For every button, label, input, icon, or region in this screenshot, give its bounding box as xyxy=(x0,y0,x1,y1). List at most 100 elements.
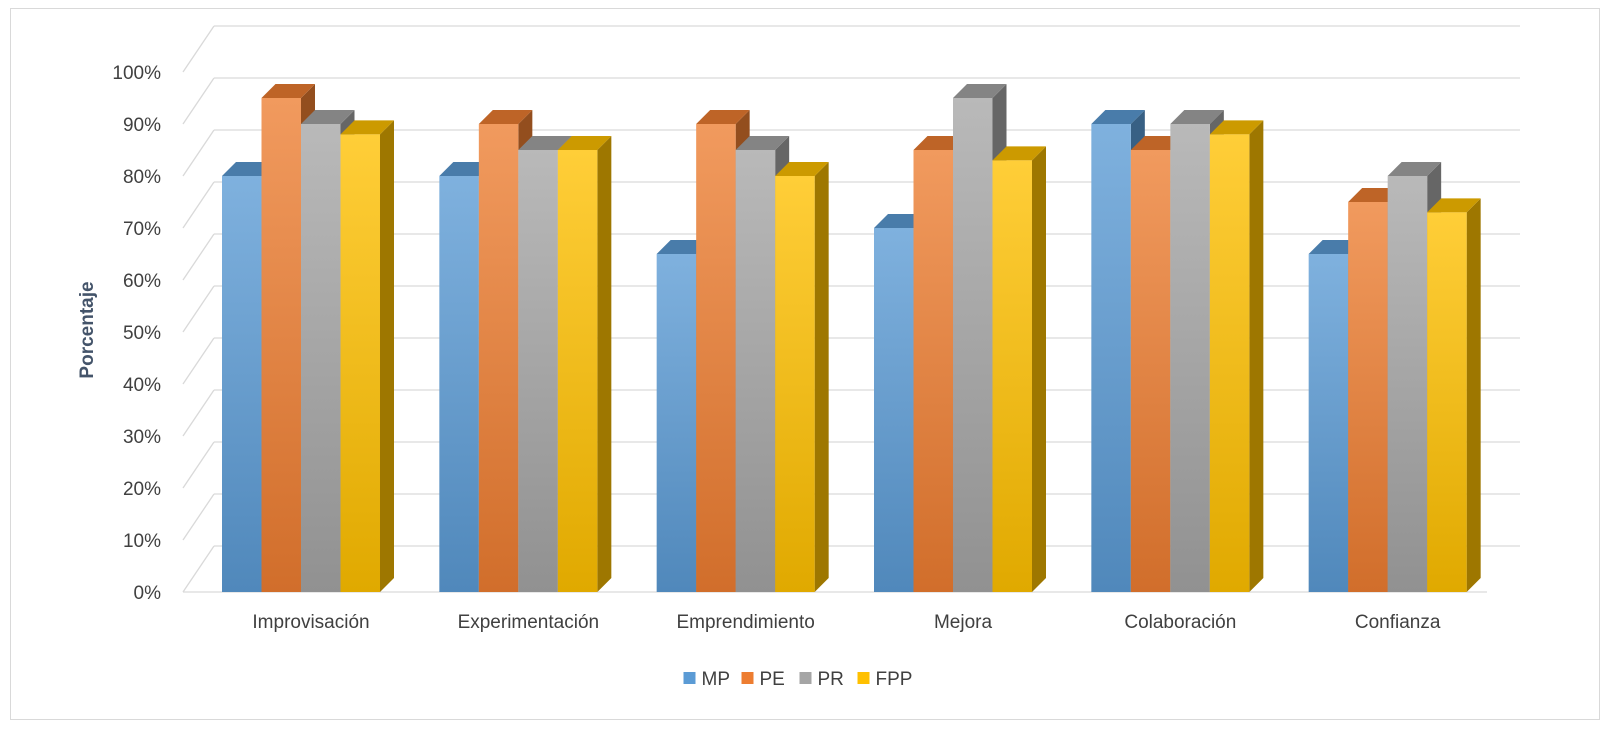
bar-top xyxy=(1387,162,1442,176)
bar-front xyxy=(1348,202,1388,592)
gridline-side xyxy=(182,545,215,593)
y-tick-label: 50% xyxy=(123,323,161,344)
bar-top xyxy=(301,110,355,124)
gridline-side xyxy=(182,441,215,489)
gridlines xyxy=(182,25,1520,593)
gridline-side xyxy=(182,493,215,541)
legend-item-PR: PR xyxy=(799,669,844,690)
bar-front xyxy=(735,150,776,592)
bar-front xyxy=(1091,124,1131,592)
y-tick-label: 90% xyxy=(123,115,161,136)
bar-FPP-4 xyxy=(1209,120,1264,593)
bar-side xyxy=(1032,146,1046,592)
y-tick-label: 100% xyxy=(112,63,161,84)
legend: MP PE PR FPP xyxy=(683,669,913,690)
y-axis-ticks: 0% 10% 20% 30% 40% 50% 60% 70% 80% 90% 100% xyxy=(112,63,161,604)
bar-front xyxy=(874,228,914,592)
x-tick-label: Emprendimiento xyxy=(676,612,814,633)
gridline-side xyxy=(182,337,215,385)
x-tick-label: Confianza xyxy=(1355,612,1441,633)
bar-top xyxy=(775,162,829,176)
bar-side xyxy=(380,120,394,593)
x-tick-label: Experimentación xyxy=(458,612,600,633)
y-tick-label: 70% xyxy=(123,219,161,240)
legend-swatch xyxy=(799,672,812,684)
legend-label: PE xyxy=(760,669,785,690)
bar-top xyxy=(992,146,1046,161)
x-axis-categories: Improvisación Experimentación Emprendimien… xyxy=(252,612,1440,633)
bar-front xyxy=(301,124,341,592)
bar-FPP-1 xyxy=(557,136,612,592)
bar-top xyxy=(953,84,1007,98)
bar-FPP-2 xyxy=(775,162,829,592)
bar-front xyxy=(1427,212,1467,592)
bar-front xyxy=(261,98,301,592)
bar-front xyxy=(1308,254,1349,592)
gridline-side xyxy=(182,77,215,125)
bar-top xyxy=(696,110,750,124)
bar-side xyxy=(597,136,612,592)
bar-front xyxy=(953,98,993,592)
legend-item-PE: PE xyxy=(741,669,785,690)
bar-front xyxy=(557,150,598,592)
bar-front xyxy=(340,134,380,592)
bar-PE-4 xyxy=(1130,136,1185,592)
y-tick-label: 20% xyxy=(123,479,161,500)
y-tick-label: 60% xyxy=(123,271,161,292)
bar-front xyxy=(439,176,479,592)
legend-swatch xyxy=(683,672,696,684)
legend-label: FPP xyxy=(876,669,913,690)
bar-side xyxy=(1249,120,1264,593)
bar-top xyxy=(478,110,533,124)
bar-top xyxy=(1091,110,1145,124)
x-tick-label: Colaboración xyxy=(1124,612,1236,633)
x-tick-label: Mejora xyxy=(934,612,993,633)
y-tick-label: 10% xyxy=(123,531,161,552)
y-tick-label: 0% xyxy=(134,583,162,604)
bar-FPP-3 xyxy=(992,146,1046,592)
legend-label: MP xyxy=(702,669,731,690)
legend-swatch xyxy=(741,672,754,684)
gridline-side xyxy=(182,233,215,281)
bar-top xyxy=(735,136,790,150)
bar-front xyxy=(1130,150,1171,592)
gridline-side xyxy=(182,181,215,229)
gridline-side xyxy=(182,285,215,333)
bar-top xyxy=(340,120,394,135)
bar-front xyxy=(518,150,558,592)
bar-top xyxy=(518,136,572,150)
bar-FPP-0 xyxy=(340,120,394,593)
legend-item-FPP: FPP xyxy=(857,669,913,690)
x-tick-label: Improvisación xyxy=(252,612,369,633)
gridline-side xyxy=(182,25,215,73)
bar-side xyxy=(814,162,829,592)
y-tick-label: 30% xyxy=(123,427,161,448)
bar-front xyxy=(775,176,815,592)
y-tick-label: 40% xyxy=(123,375,161,396)
bar-top xyxy=(1427,198,1481,213)
bars xyxy=(222,84,1481,593)
legend-swatch xyxy=(857,672,870,684)
bar-front xyxy=(478,124,519,592)
gridline-side xyxy=(182,129,215,177)
legend-item-MP: MP xyxy=(683,669,731,690)
bar-top xyxy=(1209,120,1264,135)
bar-front xyxy=(656,254,697,592)
bar-FPP-5 xyxy=(1427,198,1481,592)
gridline-side xyxy=(182,389,215,437)
bar-top xyxy=(1170,110,1224,124)
y-axis-label: Porcentaje xyxy=(77,281,98,378)
bar-top xyxy=(261,84,315,98)
bar-front xyxy=(696,124,736,592)
y-tick-label: 80% xyxy=(123,167,161,188)
bar-side xyxy=(1466,198,1481,592)
bar-front xyxy=(913,150,953,592)
bar-front xyxy=(1170,124,1210,592)
bar-front xyxy=(222,176,262,592)
bar-front xyxy=(1387,176,1428,592)
bar-front xyxy=(1209,134,1250,592)
bar-top xyxy=(557,136,612,150)
legend-label: PR xyxy=(818,669,844,690)
bar-front xyxy=(992,160,1032,592)
